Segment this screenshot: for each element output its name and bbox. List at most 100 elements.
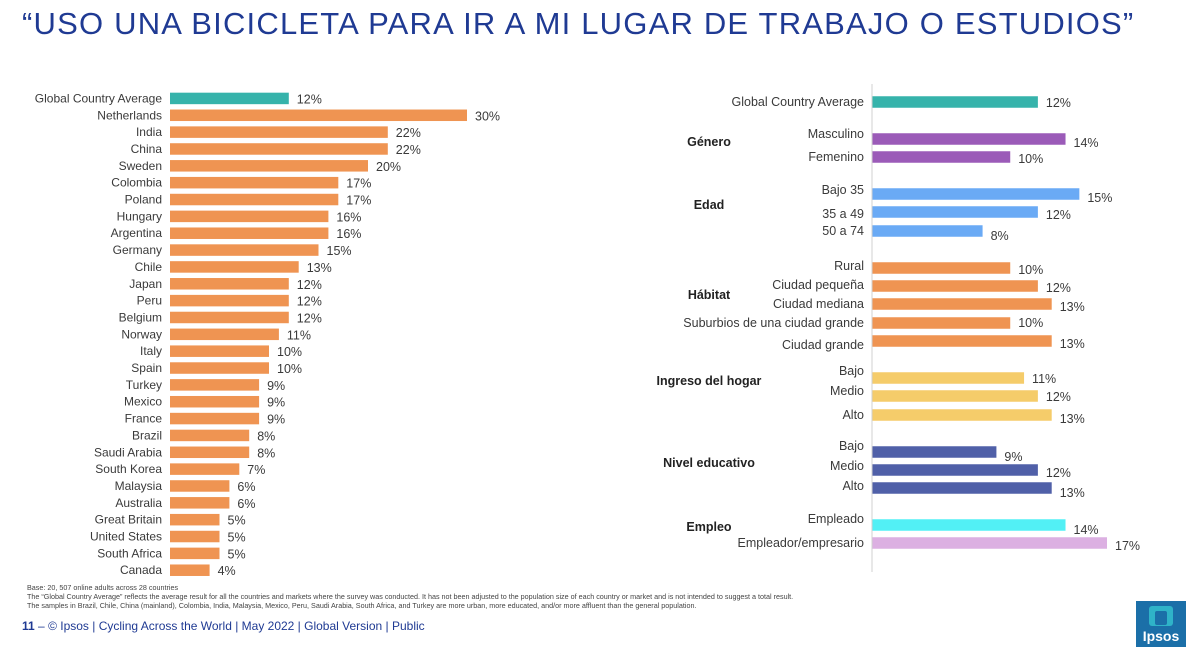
bar-habitat bbox=[872, 317, 1011, 329]
category-label: Global Country Average bbox=[732, 95, 865, 109]
value-label: 20% bbox=[376, 160, 401, 174]
bar-country bbox=[170, 261, 299, 273]
category-label: Global Country Average bbox=[35, 91, 163, 105]
bar-genero bbox=[872, 133, 1066, 145]
category-label: Peru bbox=[137, 294, 162, 308]
group-label: Empleo bbox=[686, 520, 732, 534]
footnote-samples: The samples in Brazil, Chile, China (mai… bbox=[27, 601, 697, 611]
value-label: 12% bbox=[1046, 96, 1071, 110]
bar-country bbox=[170, 328, 279, 341]
bar-habitat bbox=[872, 335, 1052, 347]
bar-country bbox=[170, 547, 220, 560]
value-label: 5% bbox=[228, 514, 246, 528]
bar-ingreso bbox=[872, 409, 1052, 421]
value-label: 7% bbox=[247, 463, 265, 477]
footer-dash: – bbox=[38, 619, 45, 633]
value-label: 9% bbox=[1004, 450, 1022, 464]
footnotes: Base: 20, 507 online adults across 28 co… bbox=[27, 583, 1127, 611]
bar-country bbox=[170, 497, 230, 509]
category-label: Belgium bbox=[119, 310, 162, 324]
country-bar-chart: Global Country Average 12% Netherlands 30% I… bbox=[35, 91, 500, 578]
category-label: Empleado bbox=[808, 512, 864, 526]
bar-edad bbox=[872, 225, 983, 237]
category-label: Great Britain bbox=[95, 513, 162, 527]
bar-educativo bbox=[872, 446, 997, 458]
bar-habitat bbox=[872, 298, 1052, 310]
category-label: Masculino bbox=[808, 127, 864, 141]
page-title: “USO UNA BICICLETA PARA IR A MI LUGAR DE… bbox=[22, 6, 1135, 41]
category-label: Netherlands bbox=[97, 108, 162, 122]
bar-edad bbox=[872, 206, 1038, 218]
value-label: 12% bbox=[297, 311, 322, 325]
bar-avg bbox=[872, 96, 1038, 108]
category-label: Colombia bbox=[111, 176, 162, 190]
bar-country bbox=[170, 244, 319, 256]
value-label: 11% bbox=[1032, 372, 1056, 386]
value-label: 12% bbox=[297, 92, 322, 106]
value-label: 13% bbox=[1060, 486, 1085, 500]
value-label: 17% bbox=[1115, 539, 1140, 553]
bar-country bbox=[170, 278, 289, 290]
value-label: 16% bbox=[336, 227, 361, 241]
category-label: France bbox=[125, 412, 163, 426]
bar-country bbox=[170, 193, 339, 206]
value-label: 4% bbox=[218, 564, 236, 578]
bar-country bbox=[170, 513, 220, 526]
bar-country bbox=[170, 530, 220, 543]
category-label: Turkey bbox=[126, 378, 162, 392]
bar-educativo bbox=[872, 482, 1052, 494]
value-label: 9% bbox=[267, 379, 285, 393]
logo-text: Ipsos bbox=[1142, 628, 1180, 644]
bar-genero bbox=[872, 151, 1011, 163]
value-label: 13% bbox=[1060, 412, 1085, 426]
category-label: United States bbox=[90, 530, 162, 544]
value-label: 6% bbox=[237, 480, 255, 494]
category-label: Sweden bbox=[119, 159, 162, 173]
value-label: 14% bbox=[1074, 523, 1099, 537]
group-label: Género bbox=[687, 135, 731, 149]
category-label: Norway bbox=[121, 327, 162, 341]
category-label: Argentina bbox=[111, 226, 163, 240]
category-label: 50 a 74 bbox=[822, 224, 864, 238]
category-label: Femenino bbox=[808, 150, 864, 164]
bar-ingreso bbox=[872, 390, 1038, 402]
bar-country bbox=[170, 294, 289, 307]
value-label: 12% bbox=[1046, 390, 1071, 404]
category-label: 35 a 49 bbox=[822, 207, 864, 221]
group-label: Ingreso del hogar bbox=[657, 374, 762, 388]
bar-average bbox=[170, 92, 289, 105]
value-label: 22% bbox=[396, 126, 421, 140]
footnote-base: Base: 20, 507 online adults across 28 co… bbox=[27, 583, 179, 592]
category-label: Alto bbox=[842, 408, 864, 422]
bar-country bbox=[170, 160, 368, 172]
value-label: 30% bbox=[475, 109, 500, 123]
ipsos-logo: Ipsos bbox=[1136, 601, 1186, 647]
value-label: 9% bbox=[267, 413, 285, 427]
category-label: South Africa bbox=[97, 546, 162, 560]
category-label: Ciudad pequeña bbox=[772, 278, 864, 292]
footnote-average: The “Global Country Average” reflects th… bbox=[27, 592, 794, 602]
value-label: 13% bbox=[1060, 337, 1085, 351]
bar-country bbox=[170, 176, 339, 189]
category-label: China bbox=[131, 142, 163, 156]
bar-country bbox=[170, 143, 388, 155]
value-label: 12% bbox=[1046, 466, 1071, 480]
bar-country bbox=[170, 395, 260, 408]
bar-edad bbox=[872, 188, 1080, 200]
category-label: Bajo bbox=[839, 439, 864, 453]
group-label: Edad bbox=[694, 198, 725, 212]
category-label: Malaysia bbox=[115, 479, 163, 493]
category-label: Spain bbox=[131, 361, 162, 375]
value-label: 8% bbox=[257, 446, 275, 460]
category-label: Saudi Arabia bbox=[94, 445, 162, 459]
bar-habitat bbox=[872, 280, 1038, 292]
category-label: Germany bbox=[113, 243, 162, 257]
category-label: India bbox=[136, 125, 162, 139]
bar-country bbox=[170, 362, 269, 374]
bar-country bbox=[170, 311, 289, 324]
value-label: 10% bbox=[277, 362, 302, 376]
bar-empleo bbox=[872, 537, 1107, 549]
bar-educativo bbox=[872, 464, 1038, 476]
value-label: 10% bbox=[1018, 152, 1043, 166]
value-label: 6% bbox=[237, 497, 255, 511]
